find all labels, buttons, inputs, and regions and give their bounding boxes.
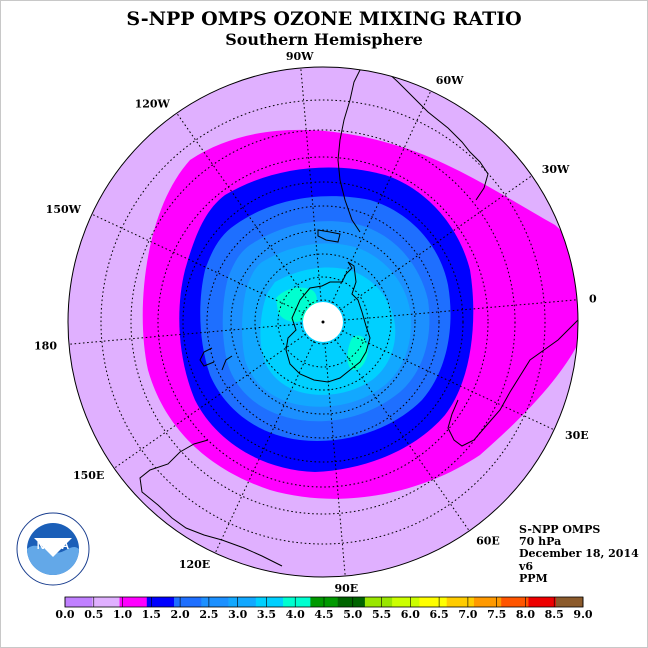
latitude-circle-20s bbox=[157, 156, 489, 488]
colorbar-swatch-14 bbox=[446, 597, 475, 607]
colorbar-swatch-1 bbox=[92, 597, 120, 607]
colorbar-tick-label-16: 8.0 bbox=[516, 608, 535, 621]
colorbar-tick-label-2: 1.0 bbox=[113, 608, 132, 621]
colorbar-swatch-13 bbox=[419, 597, 447, 607]
colorbar-swatch-10 bbox=[337, 597, 366, 607]
meridian-10 bbox=[91, 213, 324, 323]
colorbar-tick-label-12: 6.0 bbox=[401, 608, 420, 621]
graticule bbox=[68, 67, 578, 577]
longitude-label-9: 180 bbox=[34, 339, 57, 352]
longitude-labels: 90W 60W 30W 0 30E 60E 90E 120E 150E 180 150W 120W bbox=[34, 50, 597, 595]
colorbar-swatch-4 bbox=[174, 597, 202, 607]
contour-4-0-plus-east bbox=[347, 335, 368, 371]
colorbar-swatch-7 bbox=[255, 597, 284, 607]
noaa-logo: NOAA bbox=[16, 512, 90, 586]
colorbar-swatch-16 bbox=[501, 597, 529, 607]
africa-coastline bbox=[447, 319, 578, 447]
colorbar-tick-label-17: 8.5 bbox=[545, 608, 564, 621]
instrument-label: S-NPP OMPS bbox=[519, 523, 601, 536]
units-label: PPM bbox=[519, 571, 548, 585]
meridian-0 bbox=[300, 67, 324, 323]
version-label: v6 bbox=[519, 559, 534, 573]
colorbar-swatch-6 bbox=[228, 597, 257, 607]
meridian-9 bbox=[68, 321, 324, 345]
colorbar-tick-label-9: 4.5 bbox=[314, 608, 333, 621]
colorbar-tick-label-4: 2.0 bbox=[171, 608, 190, 621]
meridian-6 bbox=[322, 321, 346, 577]
map-title: S-NPP OMPS OZONE MIXING RATIO bbox=[126, 8, 522, 30]
colorbar-swatch-12 bbox=[392, 597, 420, 607]
longitude-label-10: 150W bbox=[46, 203, 82, 216]
colorbar-tick-label-7: 3.5 bbox=[257, 608, 276, 621]
colorbar-tick-label-10: 5.0 bbox=[343, 608, 362, 621]
latitude-circle-0 bbox=[100, 99, 546, 545]
map-boundary bbox=[67, 66, 579, 578]
latitude-circle-10s bbox=[130, 129, 516, 515]
colorbar-swatch-17 bbox=[528, 597, 557, 607]
meridian-1 bbox=[322, 90, 432, 323]
south-america-coastline bbox=[337, 67, 489, 233]
coastlines bbox=[139, 67, 578, 567]
colorbar-swatch-8 bbox=[283, 597, 311, 607]
longitude-label-11: 120W bbox=[135, 97, 171, 110]
logo-bird bbox=[34, 538, 72, 557]
longitude-label-3: 0 bbox=[589, 293, 597, 306]
colorbar-tick-label-13: 6.5 bbox=[430, 608, 449, 621]
south-pole-marker bbox=[321, 320, 325, 324]
colorbar-swatch-18 bbox=[555, 597, 584, 607]
meridian-3 bbox=[322, 299, 578, 323]
colorbar-tick-label-3: 1.5 bbox=[142, 608, 161, 621]
latitude-circle-60s bbox=[254, 253, 392, 391]
colorbar-swatch-2 bbox=[119, 597, 148, 607]
latitude-circle-50s bbox=[230, 229, 416, 415]
longitude-label-8: 150E bbox=[73, 469, 104, 482]
meridian-7 bbox=[214, 321, 324, 554]
australia-coastline bbox=[139, 439, 283, 567]
colorbar-swatch-3 bbox=[146, 597, 175, 607]
longitude-label-5: 60E bbox=[476, 535, 500, 548]
colorbar-tick-label-11: 5.5 bbox=[372, 608, 391, 621]
colorbar: 0.0 0.5 1.0 1.5 2.0 2.5 3.0 3.5 4.0 4.5 5.0 5.5 6.0 6… bbox=[55, 596, 593, 621]
meridian-5 bbox=[322, 321, 470, 532]
date-label: December 18, 2014 bbox=[519, 547, 639, 561]
colorbar-tick-label-14: 7.0 bbox=[458, 608, 477, 621]
colorbar-tick-label-6: 3.0 bbox=[228, 608, 247, 621]
colorbar-tick-label-5: 2.5 bbox=[199, 608, 218, 621]
info-panel: S-NPP OMPS 70 hPa December 18, 2014 v6 P… bbox=[519, 523, 639, 585]
colorbar-tick-label-8: 4.0 bbox=[286, 608, 305, 621]
colorbar-tick-label-15: 7.5 bbox=[487, 608, 506, 621]
colorbar-swatch-0 bbox=[65, 597, 93, 607]
meridian-4 bbox=[322, 321, 555, 431]
latitude-circle-30s bbox=[182, 181, 464, 463]
south-georgia-coastline bbox=[317, 229, 341, 243]
map-subtitle: Southern Hemisphere bbox=[225, 30, 423, 49]
antarctica-coastline bbox=[285, 261, 371, 383]
meridian-lines bbox=[68, 67, 578, 577]
latitude-circle-80s bbox=[300, 299, 346, 345]
longitude-label-1: 60W bbox=[436, 74, 464, 87]
meridian-2 bbox=[322, 175, 533, 323]
longitude-label-0: 90W bbox=[286, 50, 314, 63]
longitude-label-6: 90E bbox=[334, 582, 358, 595]
colorbar-swatch-11 bbox=[364, 597, 393, 607]
meridian-11 bbox=[176, 112, 324, 323]
longitude-label-2: 30W bbox=[542, 163, 570, 176]
colorbar-tick-label-1: 0.5 bbox=[84, 608, 103, 621]
colorbar-tick-label-18: 9.0 bbox=[573, 608, 592, 621]
colorbar-tick-label-0: 0.0 bbox=[55, 608, 74, 621]
longitude-label-4: 30E bbox=[565, 429, 589, 442]
logo-text: NOAA bbox=[37, 540, 69, 552]
colorbar-swatch-15 bbox=[473, 597, 502, 607]
colorbar-swatch-5 bbox=[201, 597, 229, 607]
pressure-level: 70 hPa bbox=[519, 535, 562, 549]
latitude-circle-40s bbox=[206, 205, 440, 439]
new-zealand-coastline bbox=[199, 347, 233, 371]
longitude-label-7: 120E bbox=[179, 558, 210, 571]
meridian-8 bbox=[113, 321, 324, 469]
logo-wave bbox=[27, 545, 79, 575]
latitude-circle-70s bbox=[277, 276, 369, 368]
